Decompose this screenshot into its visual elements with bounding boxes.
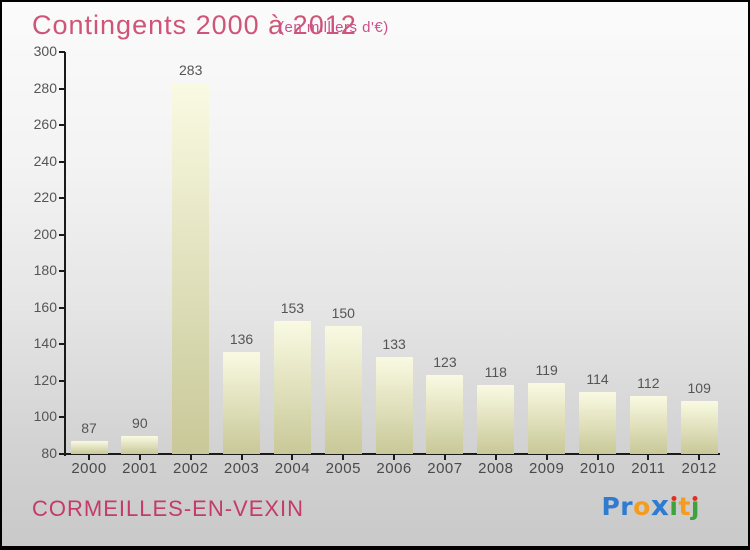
y-axis-tick-label: 100 [33,408,57,425]
y-axis-tick [59,343,65,346]
y-axis-tick [59,87,65,90]
x-axis-tick-label: 2008 [478,460,514,477]
bar [629,395,667,454]
logo-letter: t [678,492,691,521]
y-axis-tick-label: 180 [33,262,57,279]
y-axis-tick [59,197,65,200]
x-axis-tick [291,455,294,460]
y-axis-tick-label: 200 [33,225,57,242]
x-axis-tick-label: 2002 [173,460,209,477]
logo-letter: r [620,492,634,521]
y-axis-tick-label: 140 [33,335,57,352]
bar-value-label: 123 [433,354,457,371]
location-label: CORMEILLES-EN-VEXIN [32,496,305,521]
x-axis-tick [240,455,243,460]
y-axis-tick [59,51,65,53]
y-axis-tick-label: 240 [33,152,57,169]
y-axis-tick-label: 160 [33,298,57,315]
x-axis-tick [443,455,446,460]
bar-value-label: 118 [484,363,507,380]
y-axis-tick [59,233,65,236]
y-axis-tick [59,416,65,419]
y-axis-tick-label: 220 [33,189,57,206]
bar [121,435,159,454]
bar-value-label: 133 [382,336,406,353]
y-axis-tick-label: 300 [33,43,57,59]
x-axis-tick-label: 2001 [122,460,158,477]
x-axis-tick-label: 2011 [631,460,666,477]
x-axis-tick-label: 2000 [71,460,107,477]
chart-subtitle: (en milliers d'€) [279,19,389,36]
bar-value-label: 114 [586,370,609,387]
logo-letter: P [601,492,621,521]
x-axis-tick-label: 2009 [528,460,565,477]
logo-letter-dot [692,496,698,501]
bar-value-label: 112 [637,374,660,391]
x-axis-tick [494,455,497,460]
x-axis-tick [596,455,599,460]
bar [273,320,311,454]
chart-title: Contingents 2000 à 2012 [32,10,357,40]
bar [579,391,616,454]
bar-value-label: 90 [132,414,148,431]
bar [375,357,413,454]
x-axis-line [64,453,720,455]
bar-value-label: 136 [229,330,254,347]
y-axis-tick [59,379,65,382]
bar-value-label: 109 [687,380,711,396]
logo-letter: x [650,489,670,522]
y-axis-tick [59,453,65,455]
x-axis-tick [138,455,141,460]
bar-value-label: 283 [179,62,203,79]
x-axis-tick [393,455,396,460]
logo-letter: o [633,492,651,521]
x-axis-tick-label: 2005 [325,460,361,477]
y-axis-line [64,52,66,456]
y-axis-tick [59,306,65,309]
bar [324,326,362,454]
logo-letter: ı [669,492,679,521]
x-axis-tick [698,455,701,460]
bar [477,384,515,454]
bar [223,351,261,454]
x-axis-tick-label: 2007 [427,460,463,477]
x-axis-tick-label: 2004 [274,460,311,477]
x-axis-tick [647,455,650,460]
y-axis-tick [59,270,65,273]
bar-value-label: 119 [535,361,558,378]
bar [426,375,464,454]
proxiti-logo: Proxı tȷ [601,489,700,522]
y-axis-tick-label: 80 [41,445,57,461]
bar-value-label: 87 [81,420,97,437]
bar [70,441,108,454]
x-axis-tick [88,455,90,460]
y-axis-tick [59,124,65,127]
logo-letter-dot [671,496,677,501]
x-axis-tick-label: 2006 [376,460,412,477]
logo-letter: ȷ [690,492,700,521]
x-axis-tick [189,455,192,460]
x-axis-tick-label: 2012 [681,460,717,477]
bar [528,382,566,454]
y-axis-tick-label: 260 [33,116,57,133]
y-axis-tick-label: 280 [33,79,57,96]
x-axis-tick-label: 2003 [223,460,260,477]
x-axis-tick [545,455,548,460]
bar-value-label: 150 [331,305,355,322]
bar [680,401,718,454]
x-axis-tick [342,455,345,460]
bar-value-label: 153 [280,299,305,316]
x-axis-tick-label: 2010 [579,460,616,477]
bar [172,83,210,454]
y-axis-tick-label: 120 [33,371,57,388]
y-axis-tick [59,160,65,163]
